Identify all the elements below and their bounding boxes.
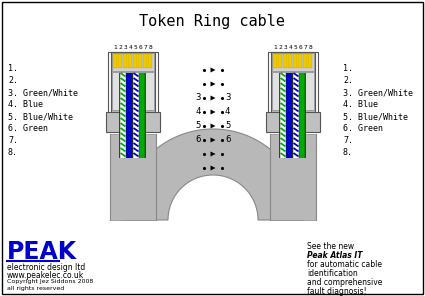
Text: 4. Blue: 4. Blue — [8, 100, 43, 109]
Text: 8: 8 — [149, 45, 153, 50]
Bar — [286, 132, 300, 139]
Text: 3: 3 — [124, 45, 128, 50]
Text: all rights reserved: all rights reserved — [7, 286, 64, 291]
Text: 7: 7 — [303, 45, 307, 50]
Text: 5: 5 — [196, 121, 201, 131]
Text: 6. Green: 6. Green — [343, 124, 383, 133]
Text: See the new: See the new — [307, 242, 354, 251]
Text: 3. Green/White: 3. Green/White — [343, 88, 413, 97]
Text: 3: 3 — [196, 94, 201, 102]
Text: 5: 5 — [225, 121, 230, 131]
Text: 1: 1 — [274, 45, 278, 50]
Polygon shape — [210, 96, 215, 101]
Text: 4: 4 — [129, 45, 132, 50]
Text: 7.: 7. — [8, 136, 18, 145]
Polygon shape — [210, 81, 215, 86]
Bar — [124, 54, 128, 68]
Polygon shape — [210, 110, 215, 115]
Text: 6. Green: 6. Green — [8, 124, 48, 133]
Polygon shape — [210, 123, 215, 128]
Text: 3: 3 — [225, 94, 230, 102]
Text: 4: 4 — [196, 107, 201, 117]
Text: Peak Atlas IT: Peak Atlas IT — [307, 251, 363, 260]
Text: PEAK: PEAK — [7, 240, 77, 264]
Bar — [309, 54, 312, 68]
Text: identification: identification — [307, 269, 358, 278]
Text: 3: 3 — [283, 45, 287, 50]
Text: 5: 5 — [133, 45, 137, 50]
Text: 6: 6 — [196, 136, 201, 144]
Bar — [271, 52, 315, 112]
Bar — [119, 54, 122, 68]
Bar — [112, 53, 154, 71]
Text: www.peakelec.co.uk: www.peakelec.co.uk — [7, 271, 84, 280]
Text: 4. Blue: 4. Blue — [343, 100, 378, 109]
Text: 1.: 1. — [8, 64, 18, 73]
Bar — [298, 54, 303, 68]
Text: 5: 5 — [294, 45, 297, 50]
Polygon shape — [210, 152, 215, 157]
Text: 2.: 2. — [8, 76, 18, 85]
Text: electronic design ltd: electronic design ltd — [7, 263, 85, 272]
Polygon shape — [210, 138, 215, 142]
Bar — [144, 54, 147, 68]
Text: 1: 1 — [113, 45, 117, 50]
Text: 5. Blue/White: 5. Blue/White — [343, 112, 408, 121]
Text: 8.: 8. — [343, 148, 353, 157]
Polygon shape — [210, 67, 215, 73]
Text: Copyright Jez Siddons 2008: Copyright Jez Siddons 2008 — [7, 279, 93, 284]
Bar — [106, 112, 160, 132]
Polygon shape — [110, 134, 156, 220]
Bar — [272, 53, 314, 71]
Bar — [283, 54, 287, 68]
Bar — [133, 54, 138, 68]
Text: fault diagnosis!: fault diagnosis! — [307, 287, 367, 296]
Text: 4: 4 — [289, 45, 292, 50]
Polygon shape — [122, 129, 304, 220]
Bar — [111, 52, 155, 112]
Text: 2.: 2. — [343, 76, 353, 85]
Text: 3. Green/White: 3. Green/White — [8, 88, 78, 97]
Bar — [303, 54, 308, 68]
Text: 7: 7 — [144, 45, 147, 50]
Bar — [266, 112, 320, 132]
Text: 5. Blue/White: 5. Blue/White — [8, 112, 73, 121]
Polygon shape — [270, 134, 316, 220]
Bar — [274, 54, 278, 68]
Text: 1.: 1. — [343, 64, 353, 73]
Bar — [272, 72, 314, 110]
Bar — [112, 72, 154, 110]
Bar — [268, 52, 318, 116]
Polygon shape — [210, 165, 215, 170]
Text: 6: 6 — [299, 45, 302, 50]
Text: 6: 6 — [139, 45, 142, 50]
Text: 7.: 7. — [343, 136, 353, 145]
Bar — [113, 54, 117, 68]
Text: 2: 2 — [279, 45, 282, 50]
Bar — [126, 132, 140, 139]
Bar — [128, 54, 133, 68]
Bar — [278, 54, 283, 68]
Text: and comprehensive: and comprehensive — [307, 278, 382, 287]
Text: 2: 2 — [119, 45, 122, 50]
Text: 8.: 8. — [8, 148, 18, 157]
Text: 6: 6 — [225, 136, 230, 144]
Text: Token Ring cable: Token Ring cable — [139, 14, 285, 29]
Bar — [148, 54, 153, 68]
Text: 8: 8 — [309, 45, 312, 50]
Bar — [294, 54, 297, 68]
Bar — [108, 52, 158, 116]
Text: for automatic cable: for automatic cable — [307, 260, 382, 269]
Bar — [289, 54, 292, 68]
Bar — [139, 54, 142, 68]
Text: 4: 4 — [225, 107, 230, 117]
